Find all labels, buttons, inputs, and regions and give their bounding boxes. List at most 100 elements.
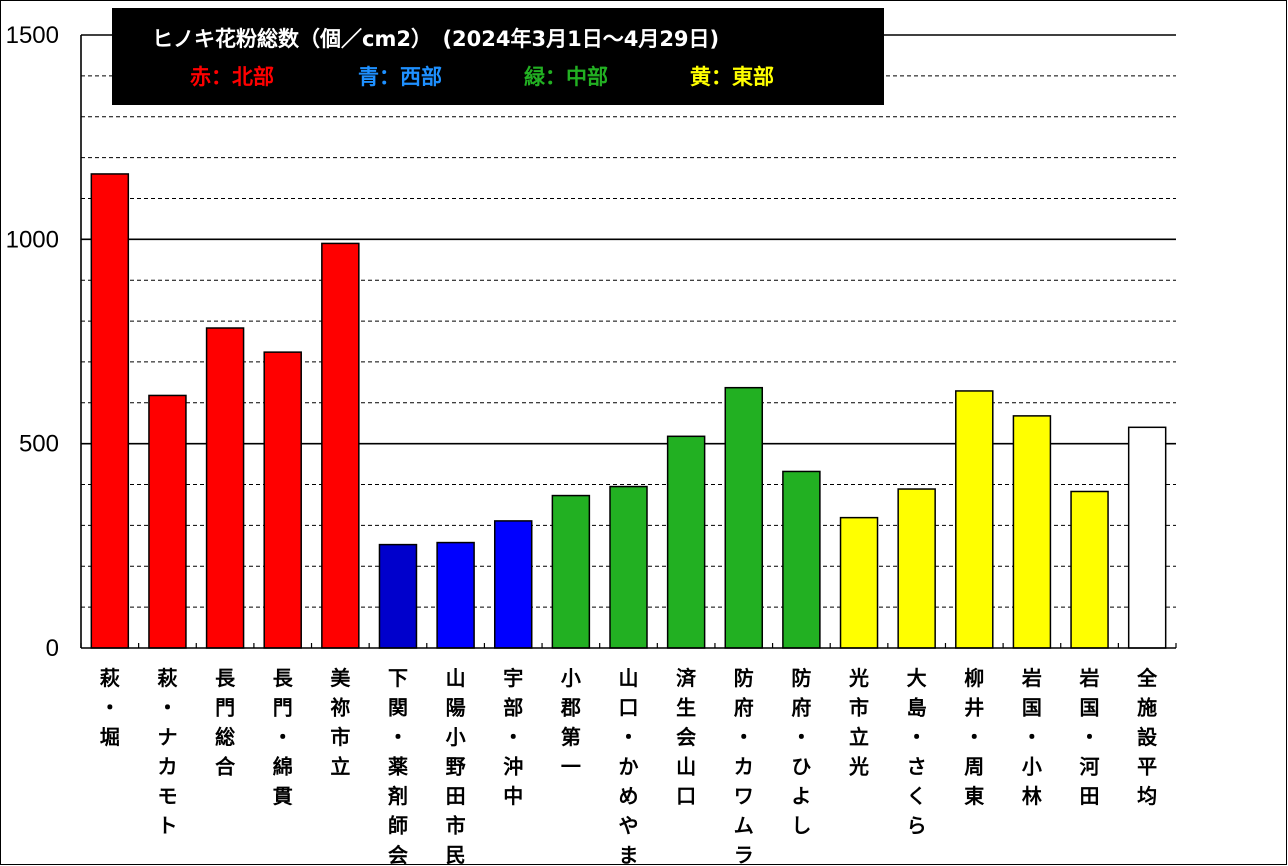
bar-15 xyxy=(897,488,936,649)
y-tick-label: 1000 xyxy=(6,226,59,253)
bar-10 xyxy=(609,485,648,649)
svg-text:市: 市 xyxy=(446,814,466,838)
svg-text:関: 関 xyxy=(388,696,408,720)
svg-text:師: 師 xyxy=(388,814,408,838)
svg-text:口: 口 xyxy=(676,784,696,808)
svg-text:田: 田 xyxy=(1080,784,1100,808)
svg-text:平: 平 xyxy=(1137,755,1157,779)
bar-17 xyxy=(1012,415,1052,649)
category-label: 防府・ひよし xyxy=(791,666,811,838)
svg-text:大: 大 xyxy=(907,666,927,690)
bar-2 xyxy=(148,394,187,649)
svg-text:府: 府 xyxy=(734,696,754,720)
svg-text:ま: ま xyxy=(619,843,639,866)
bar-4 xyxy=(263,351,302,649)
svg-text:小: 小 xyxy=(561,666,581,690)
svg-text:市: 市 xyxy=(849,696,869,720)
svg-text:防: 防 xyxy=(791,666,811,690)
svg-text:ト: ト xyxy=(157,814,177,838)
svg-text:め: め xyxy=(619,784,639,808)
svg-text:施: 施 xyxy=(1137,696,1157,720)
svg-text:・: ・ xyxy=(619,725,639,749)
y-tick-label: 1500 xyxy=(6,22,59,49)
svg-text:貫: 貫 xyxy=(273,784,293,808)
svg-text:ム: ム xyxy=(734,814,754,838)
svg-text:・: ・ xyxy=(1022,725,1042,749)
y-tick-labels: 0 500 1000 1500 xyxy=(6,22,59,662)
category-labels: 萩・堀萩・ナカモト長門総合長門・綿貫美祢市立下関・薬剤師会山陽小野田市民宇部・沖… xyxy=(100,666,1158,866)
svg-text:陽: 陽 xyxy=(446,696,466,720)
svg-text:会: 会 xyxy=(676,725,696,749)
svg-text:済: 済 xyxy=(676,666,697,690)
svg-text:・: ・ xyxy=(1080,725,1100,749)
category-label: 長門・綿貫 xyxy=(273,666,294,808)
legend-entry: 緑：中部 xyxy=(524,65,608,89)
svg-text:・: ・ xyxy=(907,725,927,749)
category-label: 柳井・周東 xyxy=(964,666,984,808)
svg-text:設: 設 xyxy=(1137,725,1158,749)
svg-text:河: 河 xyxy=(1080,755,1100,779)
svg-text:東: 東 xyxy=(964,784,984,808)
bar-12 xyxy=(724,386,764,649)
svg-text:ナ: ナ xyxy=(157,725,177,749)
svg-text:均: 均 xyxy=(1137,784,1157,808)
svg-text:民: 民 xyxy=(446,843,466,866)
bar-14 xyxy=(839,516,879,649)
svg-text:総: 総 xyxy=(215,725,235,749)
svg-text:立: 立 xyxy=(330,755,350,779)
svg-text:小: 小 xyxy=(1022,755,1042,779)
svg-text:国: 国 xyxy=(1022,696,1042,720)
svg-text:小: 小 xyxy=(446,725,466,749)
bar-13 xyxy=(782,470,821,649)
svg-text:ひ: ひ xyxy=(791,755,811,779)
svg-text:門: 門 xyxy=(273,696,293,720)
svg-text:や: や xyxy=(619,814,639,838)
svg-text:島: 島 xyxy=(907,696,927,720)
svg-text:立: 立 xyxy=(849,725,869,749)
bar-3 xyxy=(205,327,245,649)
svg-text:府: 府 xyxy=(791,696,811,720)
svg-text:カ: カ xyxy=(157,755,177,779)
svg-text:防: 防 xyxy=(734,666,754,690)
svg-text:田: 田 xyxy=(446,784,466,808)
svg-text:・: ・ xyxy=(734,725,754,749)
svg-text:・: ・ xyxy=(100,696,120,720)
svg-text:部: 部 xyxy=(503,696,523,720)
svg-text:林: 林 xyxy=(1022,784,1042,808)
svg-text:周: 周 xyxy=(964,755,984,779)
bar-11 xyxy=(666,435,706,649)
svg-text:・: ・ xyxy=(503,725,523,749)
y-tick-label: 0 xyxy=(46,635,59,662)
bar-18 xyxy=(1070,490,1109,649)
bar-6 xyxy=(378,543,418,649)
svg-text:・: ・ xyxy=(964,725,984,749)
svg-text:合: 合 xyxy=(215,755,236,779)
svg-text:く: く xyxy=(907,784,927,808)
bars xyxy=(90,173,1167,649)
svg-text:か: か xyxy=(619,755,639,779)
svg-text:柳: 柳 xyxy=(964,666,984,690)
svg-text:野: 野 xyxy=(446,755,466,779)
y-tick-label: 500 xyxy=(19,431,59,458)
legend-entry: 黄：東部 xyxy=(690,65,774,89)
svg-text:剤: 剤 xyxy=(387,784,408,808)
svg-text:堀: 堀 xyxy=(100,725,120,749)
svg-text:山: 山 xyxy=(619,666,639,690)
svg-text:萩: 萩 xyxy=(100,666,120,690)
bar-16 xyxy=(955,390,994,649)
svg-text:・: ・ xyxy=(157,696,177,720)
svg-text:門: 門 xyxy=(215,696,235,720)
bar-5 xyxy=(321,242,360,649)
svg-text:沖: 沖 xyxy=(503,755,523,779)
legend-entry: 青：西部 xyxy=(358,65,442,89)
